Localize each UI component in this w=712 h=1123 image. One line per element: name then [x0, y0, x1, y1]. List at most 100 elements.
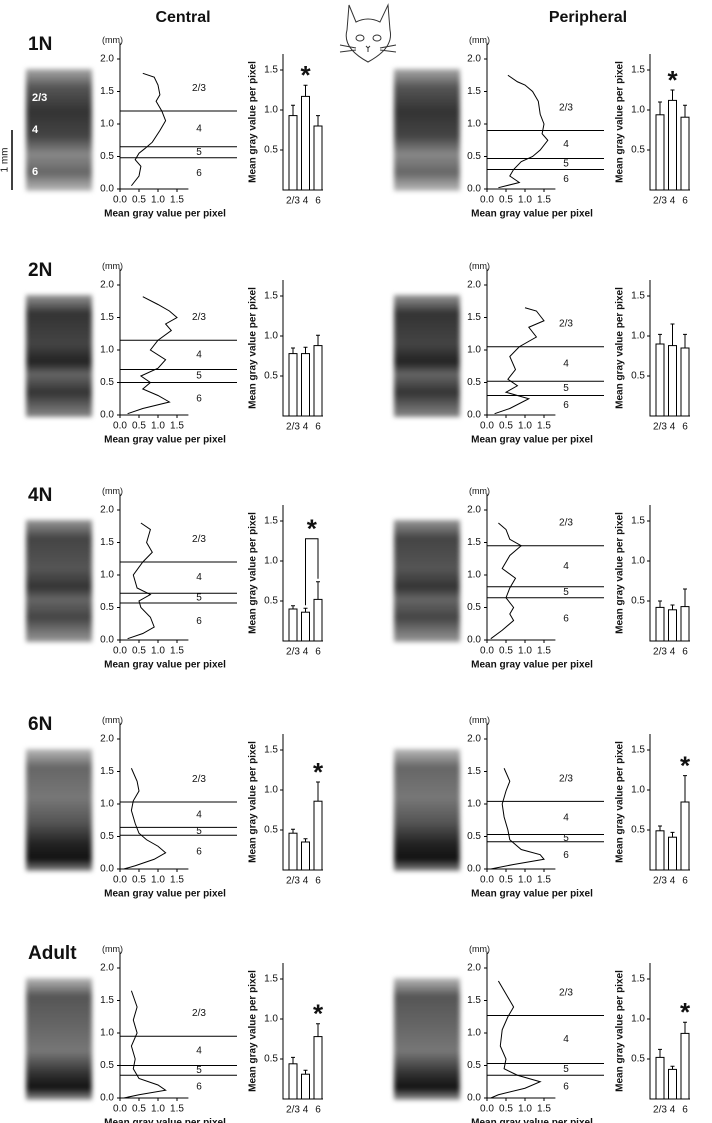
x-tick-label: 1.5	[170, 1104, 184, 1115]
x-tick-label: 1.5	[537, 421, 551, 432]
layer-label: 4	[563, 561, 569, 572]
error-bar	[316, 115, 320, 126]
y-tick-label: 1.0	[631, 1014, 645, 1025]
error-bar	[291, 347, 295, 354]
y-tick-label: 1.5	[264, 516, 278, 527]
y-tick-label: 1.0	[631, 785, 645, 796]
profile-line	[490, 522, 523, 640]
significance-mark: *	[300, 60, 311, 90]
y-axis-label: (mm)	[102, 35, 123, 45]
y-tick-label: 0.5	[264, 371, 278, 382]
x-axis-label: Mean gray value per pixel	[104, 209, 226, 220]
y-tick-label: 0.5	[100, 377, 114, 388]
y-tick-label: 1.5	[100, 86, 114, 97]
x-tick-label: 6	[315, 1105, 321, 1116]
layer-label: 5	[196, 371, 202, 382]
x-tick-label: 0.5	[499, 195, 513, 206]
x-tick-label: 4	[303, 1105, 309, 1116]
y-tick-label: 2.0	[467, 280, 481, 291]
error-bar	[658, 101, 662, 115]
y-axis-label: Mean gray value per pixel	[248, 741, 259, 863]
layer-label: 5	[196, 147, 202, 158]
x-tick-label: 6	[682, 1105, 688, 1116]
layer-label: 4	[196, 124, 202, 135]
y-axis-label: (mm)	[102, 944, 123, 954]
scale-bar-label: 1 mm	[0, 148, 11, 173]
y-tick-label: 0.0	[100, 864, 114, 875]
y-axis-label: (mm)	[469, 715, 490, 725]
column-title: Central	[155, 9, 210, 26]
x-tick-label: 6	[682, 422, 688, 433]
axis	[486, 42, 556, 190]
y-axis-label: (mm)	[102, 486, 123, 496]
y-axis-label: (mm)	[469, 486, 490, 496]
x-tick-label: 1.5	[537, 875, 551, 886]
x-tick-label: 0.5	[499, 875, 513, 886]
x-tick-label: 2/3	[653, 1105, 667, 1116]
y-tick-label: 1.0	[100, 570, 114, 581]
profile-line	[127, 522, 155, 640]
y-tick-label: 1.0	[264, 1014, 278, 1025]
y-tick-label: 1.0	[264, 105, 278, 116]
layer-label: 4	[563, 813, 569, 824]
x-tick-label: 1.5	[170, 195, 184, 206]
y-tick-label: 1.0	[264, 556, 278, 567]
axis	[486, 268, 556, 416]
error-bar	[303, 1069, 308, 1075]
x-tick-label: 6	[315, 876, 321, 887]
y-tick-label: 0.5	[467, 831, 481, 842]
y-tick-label: 0.5	[100, 602, 114, 613]
significance-mark: *	[667, 65, 678, 95]
x-tick-label: 4	[303, 876, 309, 887]
bar	[313, 598, 323, 642]
y-tick-label: 0.0	[100, 635, 114, 646]
layer-label: 4	[196, 572, 202, 583]
axis	[486, 722, 556, 870]
bar	[680, 801, 690, 871]
layer-label: 6	[196, 1081, 202, 1092]
layer-label: 5	[196, 1065, 202, 1076]
y-axis-label: (mm)	[469, 35, 490, 45]
y-tick-label: 1.5	[467, 86, 481, 97]
x-tick-label: 1.0	[518, 646, 532, 657]
y-tick-label: 0.5	[631, 1054, 645, 1065]
bar	[655, 343, 665, 417]
x-tick-label: 2/3	[286, 196, 300, 207]
y-tick-label: 2.0	[100, 734, 114, 745]
error-bar	[303, 838, 308, 842]
error-bar	[683, 104, 687, 118]
y-tick-label: 0.5	[631, 371, 645, 382]
x-tick-label: 0.5	[132, 875, 146, 886]
x-tick-label: 4	[303, 196, 309, 207]
y-tick-label: 2.0	[467, 734, 481, 745]
layer-label: 2/3	[192, 1008, 206, 1019]
bar	[668, 836, 677, 871]
y-tick-label: 0.5	[264, 145, 278, 156]
y-axis-label: Mean gray value per pixel	[248, 61, 259, 183]
y-tick-label: 1.0	[100, 799, 114, 810]
significance-mark: *	[307, 514, 318, 544]
y-tick-label: 1.5	[467, 537, 481, 548]
row-label: 6N	[28, 714, 52, 735]
histology-image	[394, 69, 460, 191]
error-bar	[670, 89, 675, 101]
x-tick-label: 0.0	[113, 1104, 127, 1115]
y-axis-label: Mean gray value per pixel	[615, 512, 626, 634]
error-bar	[670, 323, 675, 346]
y-tick-label: 1.0	[631, 105, 645, 116]
y-tick-label: 0.5	[467, 602, 481, 613]
histology-image	[394, 978, 460, 1100]
layer-label: 2/3	[192, 312, 206, 323]
significance-mark: *	[313, 999, 324, 1029]
y-axis-label: Mean gray value per pixel	[248, 970, 259, 1092]
bar	[655, 830, 665, 871]
x-tick-label: 0.5	[499, 1104, 513, 1115]
error-bar	[316, 781, 320, 802]
profile-line	[123, 768, 167, 870]
profile-line	[127, 296, 178, 415]
y-tick-label: 1.5	[631, 65, 645, 76]
y-tick-label: 2.0	[467, 963, 481, 974]
y-tick-label: 1.5	[467, 312, 481, 323]
profile-line	[498, 74, 549, 189]
bar	[655, 1056, 665, 1100]
